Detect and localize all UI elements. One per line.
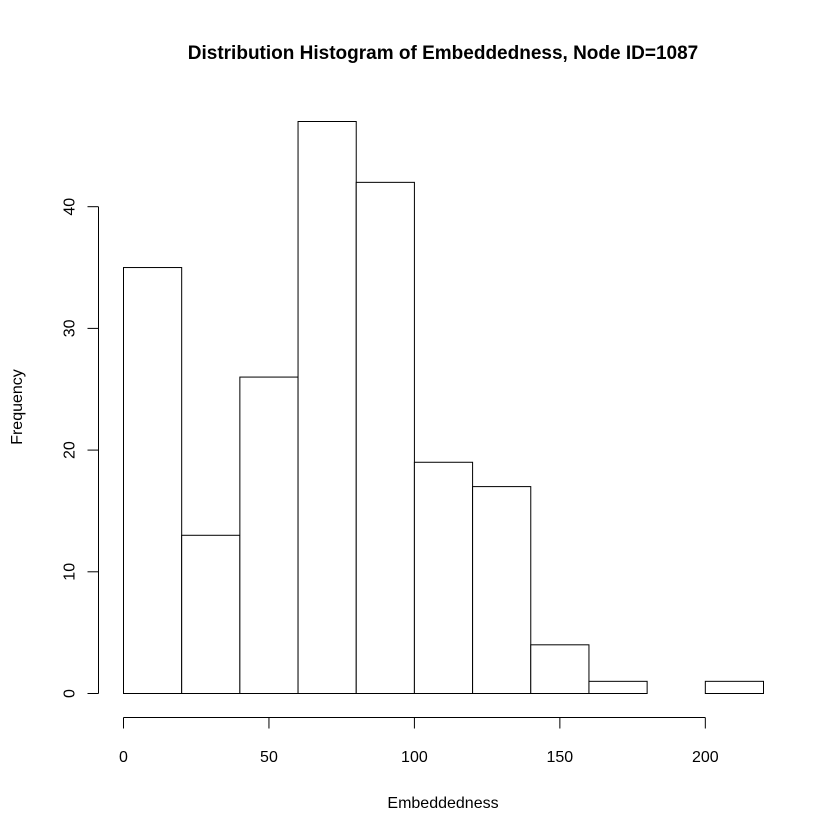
y-axis-label: Frequency bbox=[9, 369, 26, 445]
y-tick-label: 20 bbox=[62, 441, 79, 459]
y-tick-label: 30 bbox=[62, 319, 79, 337]
bars-group bbox=[123, 121, 764, 695]
x-tick-label: 100 bbox=[401, 749, 428, 766]
y-tick-label: 40 bbox=[62, 198, 79, 216]
histogram-bar bbox=[704, 680, 764, 694]
histogram-bar bbox=[530, 644, 590, 695]
histogram-bar bbox=[472, 486, 532, 694]
y-tick-label: 0 bbox=[62, 689, 79, 698]
histogram-bar bbox=[181, 534, 241, 694]
x-tick-label: 0 bbox=[119, 749, 128, 766]
chart-title: Distribution Histogram of Embeddedness, … bbox=[188, 43, 698, 64]
x-tick-label: 200 bbox=[692, 749, 719, 766]
histogram-bar bbox=[355, 181, 415, 694]
x-tick-label: 50 bbox=[260, 749, 278, 766]
x-axis-label: Embeddedness bbox=[387, 795, 498, 812]
histogram-bar bbox=[297, 121, 357, 694]
histogram-bar bbox=[239, 376, 299, 694]
histogram-bar bbox=[413, 461, 474, 694]
histogram-bar bbox=[123, 267, 183, 694]
y-axis: 0 10 20 30 40 bbox=[62, 198, 99, 698]
histogram-bar bbox=[588, 680, 648, 694]
y-tick-label: 10 bbox=[62, 563, 79, 581]
x-tick-label: 150 bbox=[547, 749, 574, 766]
x-axis: 0 50 100 150 200 bbox=[119, 717, 719, 766]
